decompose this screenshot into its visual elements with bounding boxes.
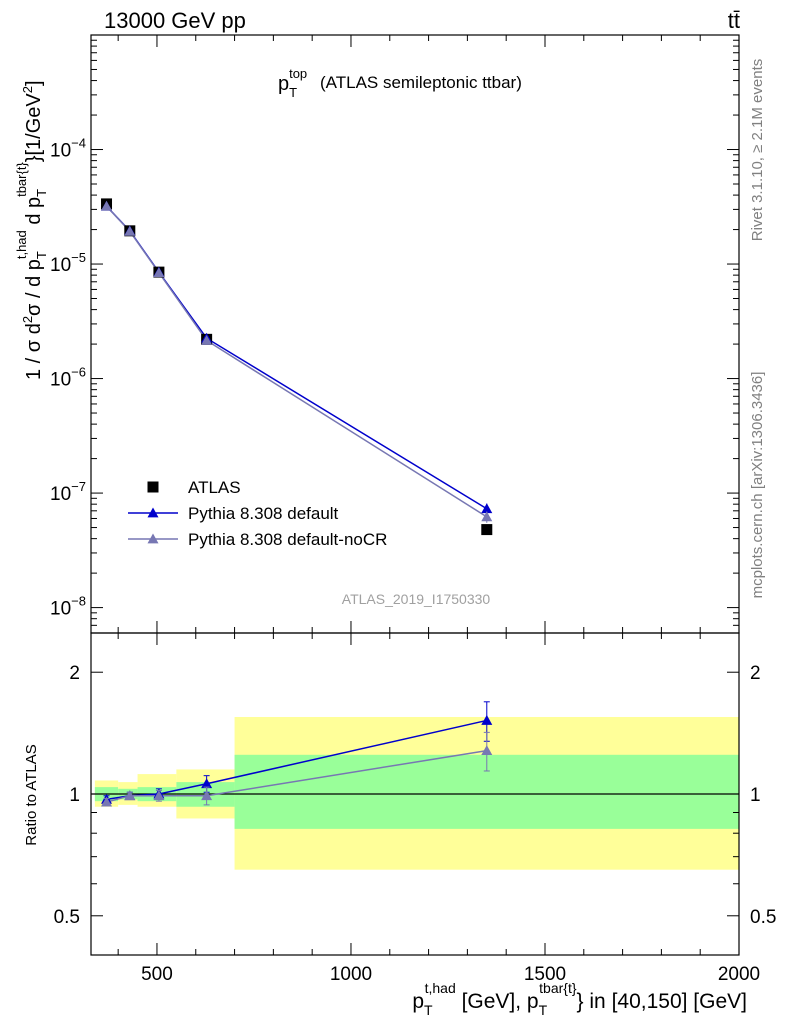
main-y-tick-label: 10−4 [50,136,86,162]
svg-text:pTtop: pTtop [278,66,307,100]
watermark: ATLAS_2019_I1750330 [342,591,491,607]
main-title: pTtop (ATLAS semileptonic ttbar) [278,66,522,100]
main-y-tick-label: 10−8 [50,594,86,620]
legend-marker-atlas [147,481,159,493]
main-series-marker-2 [481,511,493,522]
main-series-marker-1 [481,503,493,514]
legend-marker-1 [147,507,159,518]
svg-text:1 / σ d2σ / d pTt,had d pTtbar: 1 / σ d2σ / d pTt,had d pTtbar{t}}[1/GeV… [14,80,49,380]
ratio-y-tick-label: 1 [69,785,80,806]
ratio-y-tick-label-right: 2 [750,663,761,684]
legend: ATLAS Pythia 8.308 default Pythia 8.308 de… [128,478,387,549]
process-label: tt̄ [728,8,740,33]
title-var-sub: T [289,85,297,100]
svg-text:pTt,had [GeV], pTtbar{t}} in [: pTt,had [GeV], pTtbar{t}} in [40,150] [G… [412,980,747,1018]
ratio-series-marker-0 [481,714,493,725]
main-panel: 10−8 10−7 10−6 10−5 10−4 pTtop (ATLAS semile… [14,34,740,634]
main-series-line-1 [105,205,488,510]
main-series-marker-2 [153,267,165,278]
main-y-tick-label: 10−6 [50,365,86,391]
legend-marker-2 [147,533,159,544]
ratio-panel: 500 1000 1500 2000 0.5 0.5 1 1 2 2 Ratio to ATLAS… [23,632,776,1018]
x-axis-label: pTt,had [GeV], pTtbar{t}} in [40,150] [G… [412,980,747,1018]
x-tick-label: 2000 [718,964,760,985]
energy-label: 13000 GeV pp [104,8,246,33]
ratio-y-tick-label-right: 0.5 [750,907,776,928]
rivet-label: Rivet 3.1.10, ≥ 2.1M events [749,59,766,242]
main-y-axis-label: 1 / σ d2σ / d pTt,had d pTtbar{t}}[1/GeV… [14,80,49,380]
title-var-sup: top [289,66,307,81]
legend-label-0: ATLAS [188,478,241,497]
ratio-y-axis-label: Ratio to ATLAS [23,744,40,845]
ratio-y-tick-label-right: 1 [750,785,761,806]
x-tick-label: 1000 [330,964,372,985]
x-tick-label: 500 [141,964,173,985]
ratio-series-marker-1 [153,790,165,801]
main-y-tick-label: 10−7 [50,479,86,505]
main-y-tick-label: 10−5 [50,250,86,276]
ratio-series-marker-1 [201,790,213,801]
legend-label-2: Pythia 8.308 default-noCR [188,530,387,549]
ratio-series-marker-1 [481,745,493,756]
ratio-y-tick-label: 2 [69,663,80,684]
main-series-marker-2 [124,225,136,236]
title-text: (ATLAS semileptonic ttbar) [320,73,522,92]
ratio-series-marker-1 [101,796,113,807]
mcplots-label: mcplots.cern.ch [arXiv:1306.3436] [749,372,766,599]
x-tick-label: 1500 [524,964,566,985]
main-series-line-2 [105,205,488,518]
atlas-data-point [481,524,493,536]
title-var-base: p [278,73,289,95]
ratio-y-tick-label: 0.5 [54,907,80,928]
main-series-marker-2 [201,334,213,345]
ratio-series-marker-0 [201,778,213,789]
legend-label-1: Pythia 8.308 default [188,504,339,523]
main-series-marker-2 [101,200,113,211]
ratio-series-marker-1 [124,790,136,801]
